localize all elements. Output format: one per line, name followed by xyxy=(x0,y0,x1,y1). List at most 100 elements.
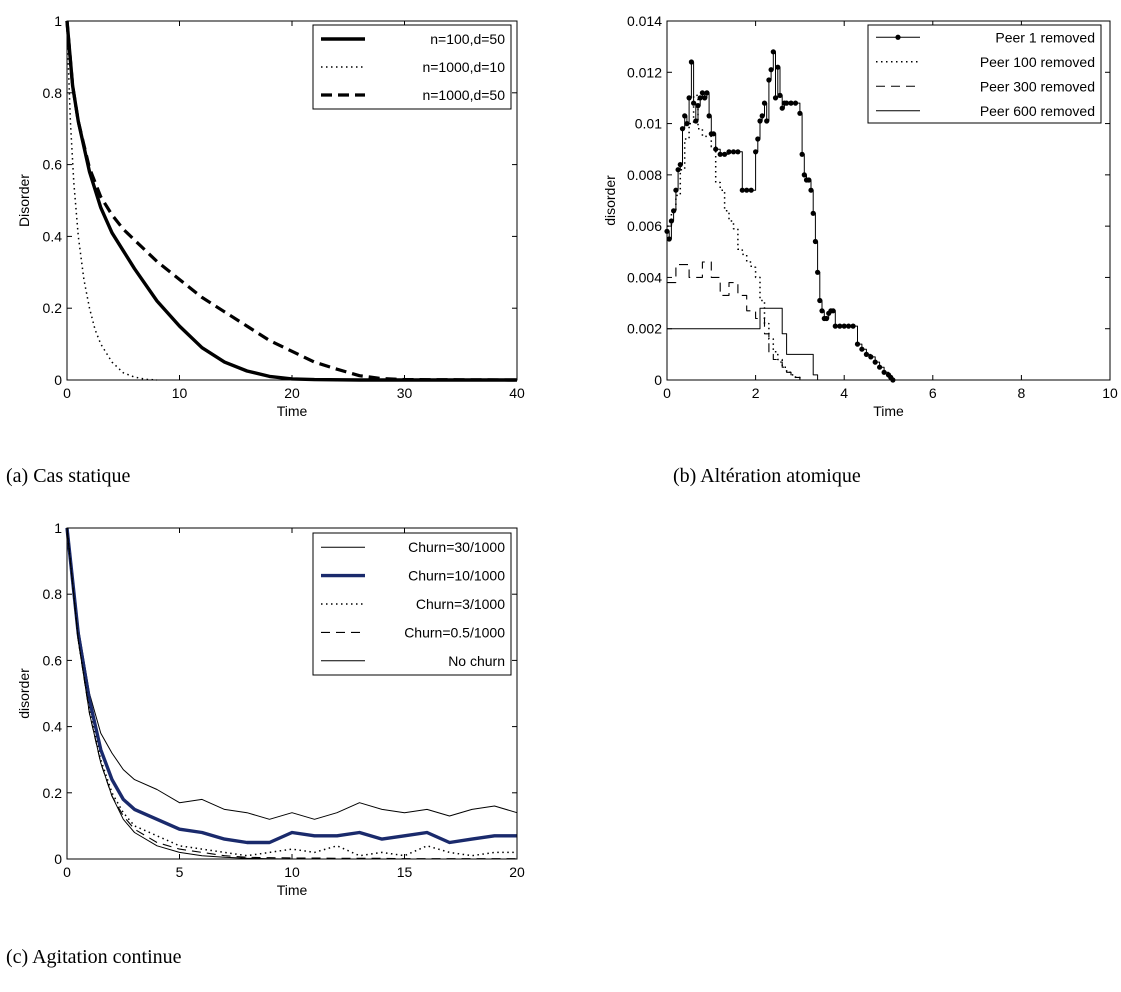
series-point-0-1 xyxy=(666,236,672,242)
x-tick-label: 20 xyxy=(509,864,525,880)
x-tick-label: 40 xyxy=(509,385,525,401)
axes-frame xyxy=(666,20,1111,381)
series-point-0-22 xyxy=(713,146,719,152)
y-tick-label: 0.012 xyxy=(627,64,662,80)
series-point-0-53 xyxy=(808,187,814,193)
series-line-2 xyxy=(65,20,518,382)
series-point-0-13 xyxy=(693,118,699,124)
series-point-0-42 xyxy=(777,92,783,98)
series-point-0-25 xyxy=(726,149,732,155)
series-point-0-55 xyxy=(812,238,819,245)
legend-entry-2: Peer 300 removed xyxy=(980,78,1095,94)
legend-entry-0: n=100,d=50 xyxy=(430,31,505,47)
series-point-0-7 xyxy=(679,126,686,132)
legend-swatch-dot-0 xyxy=(895,34,901,40)
x-tick-label: 15 xyxy=(397,864,413,880)
series-point-0-8 xyxy=(682,113,688,119)
chart-alteration-atomique: 0 2 4 6 8 10 0 0.002 0.004 0.006 0.008 0.01 0.012 0.0… xyxy=(602,13,1118,487)
series-point-0-73 xyxy=(872,359,878,365)
series-point-0-63 xyxy=(830,308,836,314)
legend-entry-0: Churn=30/1000 xyxy=(408,539,505,555)
y-tick-label: 1 xyxy=(54,520,62,536)
x-tick-label: 10 xyxy=(284,864,300,880)
series-point-0-34 xyxy=(759,113,765,119)
series-point-0-29 xyxy=(744,187,750,193)
series-point-0-39 xyxy=(770,49,776,55)
series-point-0-70 xyxy=(859,346,865,352)
series-point-0-38 xyxy=(768,67,774,73)
series-point-0-50 xyxy=(801,172,807,178)
series-point-0-43 xyxy=(779,105,785,111)
y-tick-label: 0.2 xyxy=(43,300,63,316)
x-tick-label: 0 xyxy=(63,385,71,401)
series-point-0-27 xyxy=(735,149,741,155)
series-line-1 xyxy=(66,28,158,381)
series-point-0-75 xyxy=(881,369,887,375)
y-axis-label: Disorder xyxy=(16,174,32,227)
series-point-0-65 xyxy=(837,323,843,329)
x-tick-label: 5 xyxy=(176,864,184,880)
y-tick-label: 0 xyxy=(54,851,62,867)
y-tick-label: 1 xyxy=(54,13,62,29)
series-point-0-49 xyxy=(799,151,805,157)
series-point-0-14 xyxy=(695,103,701,109)
x-tick-label: 8 xyxy=(1018,385,1026,401)
series-point-0-21 xyxy=(710,131,717,137)
series-point-0-36 xyxy=(764,118,770,124)
x-axis-label: Time xyxy=(873,403,904,419)
y-tick-label: 0 xyxy=(54,372,62,388)
series-point-0-46 xyxy=(788,100,794,106)
series-point-0-32 xyxy=(755,136,761,142)
series-point-0-18 xyxy=(704,90,710,96)
series-point-0-37 xyxy=(766,77,772,83)
legend-box xyxy=(867,24,1102,124)
legend-entry-1: n=1000,d=10 xyxy=(422,59,505,75)
series-point-0-19 xyxy=(706,113,712,119)
y-tick-label: 0 xyxy=(654,372,662,388)
series-point-0-24 xyxy=(722,151,728,157)
series-point-0-47 xyxy=(792,100,799,106)
legend-entry-3: Churn=0.5/1000 xyxy=(404,624,505,640)
series-point-0-41 xyxy=(775,64,781,70)
y-tick-label: 0.6 xyxy=(43,652,63,668)
y-tick-label: 0.8 xyxy=(43,586,63,602)
x-tick-label: 4 xyxy=(840,385,848,401)
y-axis-label: disorder xyxy=(16,668,32,719)
series-point-0-58 xyxy=(819,308,825,314)
y-tick-label: 0.01 xyxy=(635,116,662,132)
y-axis-label: disorder xyxy=(602,175,618,226)
y-tick-label: 0.004 xyxy=(627,269,662,285)
legend-entry-1: Churn=10/1000 xyxy=(408,568,505,584)
series-point-0-72 xyxy=(868,354,874,360)
legend-entry-2: Churn=3/1000 xyxy=(416,596,505,612)
series-point-0-66 xyxy=(841,323,847,329)
series-point-0-4 xyxy=(673,187,679,193)
series-point-0-45 xyxy=(784,100,790,106)
series-point-0-31 xyxy=(753,149,759,155)
series-point-0-26 xyxy=(730,149,737,155)
series-line-1 xyxy=(667,94,801,380)
chart-agitation-continue: 0 5 10 15 20 0 0.2 0.4 0.6 0.8 1 Time disorder Churn=… xyxy=(6,520,525,968)
series-point-0-64 xyxy=(832,323,838,329)
x-tick-label: 10 xyxy=(1102,385,1118,401)
series-point-0-12 xyxy=(691,100,697,106)
series-point-0-71 xyxy=(863,351,870,357)
series-point-0-23 xyxy=(717,151,723,157)
figure-caption: (c) Agitation continue xyxy=(6,946,182,968)
series-point-0-5 xyxy=(675,167,681,173)
series-point-0-16 xyxy=(699,90,706,96)
legend-entry-2: n=1000,d=50 xyxy=(422,87,505,103)
series-point-0-2 xyxy=(668,218,675,224)
series-point-0-28 xyxy=(739,187,745,193)
y-tick-label: 0.6 xyxy=(43,157,63,173)
series-point-0-33 xyxy=(757,118,763,124)
series-point-0-35 xyxy=(761,100,768,106)
y-tick-label: 0.4 xyxy=(43,228,63,244)
series-point-0-60 xyxy=(823,315,830,322)
legend-entry-4: No churn xyxy=(448,653,505,669)
series-point-0-67 xyxy=(846,323,852,329)
series-line-2 xyxy=(667,261,801,380)
y-tick-label: 0.008 xyxy=(627,167,662,183)
figure-caption: (b) Altération atomique xyxy=(673,465,861,487)
